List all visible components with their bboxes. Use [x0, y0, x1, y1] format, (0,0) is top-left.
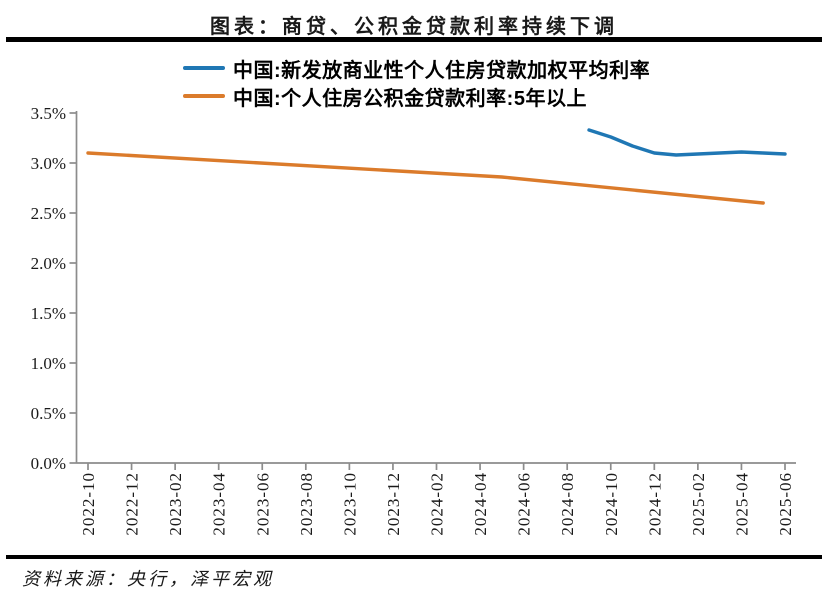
- y-tick-label: 1.0%: [31, 354, 66, 373]
- legend-label: 中国:个人住房公积金贷款利率:5年以上: [233, 87, 587, 110]
- x-tick-label: 2025-04: [732, 472, 751, 536]
- x-tick-label: 2023-02: [166, 472, 185, 536]
- x-tick-label: 2023-04: [210, 472, 229, 536]
- x-tick-label: 2024-10: [602, 472, 621, 536]
- commercial-rate-line: [587, 128, 787, 157]
- x-tick-label: 2025-06: [776, 472, 795, 536]
- blue-line-swatch-icon: [183, 66, 225, 70]
- y-tick-label: 3.0%: [31, 154, 66, 173]
- chart-title: 图表：商贷、公积金贷款利率持续下调: [210, 16, 618, 38]
- x-tick-label: 2024-08: [558, 472, 577, 536]
- y-tick-label: 0.0%: [31, 454, 66, 473]
- axes: [69, 111, 796, 470]
- y-tick-label: 2.5%: [31, 204, 66, 223]
- x-tick-label: 2022-10: [79, 472, 98, 536]
- x-tick-label: 2024-12: [645, 472, 664, 536]
- legend-item-providentfund-rate: 中国:个人住房公积金贷款利率:5年以上: [183, 82, 650, 110]
- x-tick-label: 2024-04: [471, 472, 490, 536]
- top-border-rule: [6, 37, 822, 42]
- y-tick-label: 2.0%: [31, 254, 66, 273]
- legend: 中国:新发放商业性个人住房贷款加权平均利率 中国:个人住房公积金贷款利率:5年以…: [183, 54, 650, 110]
- y-tick-label: 1.5%: [31, 304, 66, 323]
- legend-label: 中国:新发放商业性个人住房贷款加权平均利率: [233, 59, 651, 82]
- y-tick-label: 0.5%: [31, 404, 66, 423]
- x-tick-label: 2024-06: [515, 472, 534, 536]
- legend-item-commercial-rate: 中国:新发放商业性个人住房贷款加权平均利率: [183, 54, 650, 82]
- x-tick-label: 2023-12: [384, 472, 403, 536]
- bottom-border-rule: [6, 555, 822, 559]
- x-tick-label: 2024-02: [428, 472, 447, 536]
- source-note: 资料来源：央行，泽平宏观: [22, 569, 274, 589]
- x-tick-label: 2025-02: [689, 472, 708, 536]
- x-tick-label: 2023-06: [253, 472, 272, 536]
- provident-fund-rate-line: [86, 151, 765, 205]
- orange-line-swatch-icon: [183, 94, 225, 98]
- x-tick-label: 2023-10: [340, 472, 359, 536]
- x-tick-label: 2023-08: [297, 472, 316, 536]
- y-tick-label: 3.5%: [31, 104, 66, 123]
- x-tick-label: 2022-12: [123, 472, 142, 536]
